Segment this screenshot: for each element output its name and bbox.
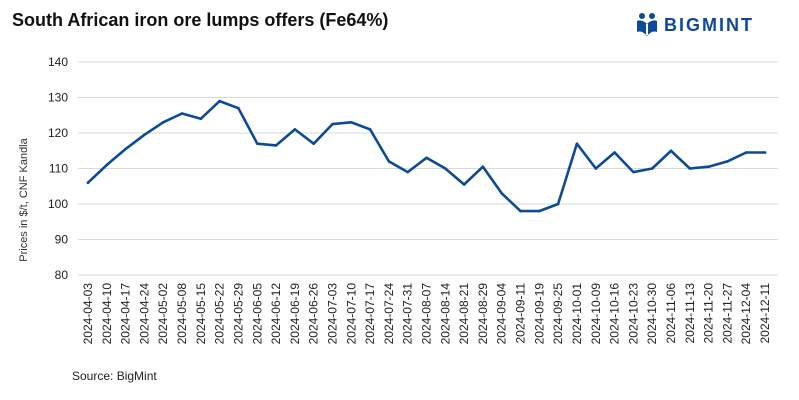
- data-point: [500, 192, 504, 195]
- data-point: [613, 151, 616, 154]
- x-tick-label: 2024-05-08: [175, 283, 189, 345]
- x-tick-label: 2024-07-17: [363, 283, 377, 345]
- x-tick-label: 2024-10-16: [608, 283, 622, 345]
- grid-lines: [78, 61, 778, 276]
- data-point: [199, 117, 203, 121]
- x-tick-label: 2024-07-31: [401, 283, 415, 345]
- data-point: [143, 133, 146, 137]
- data-point: [406, 170, 409, 174]
- x-tick-label: 2024-11-20: [702, 283, 716, 344]
- data-point: [632, 170, 635, 174]
- x-tick-label: 2024-12-04: [739, 283, 753, 345]
- data-point: [575, 142, 579, 145]
- y-tick-label: 80: [55, 268, 69, 282]
- x-tick-label: 2024-05-29: [231, 283, 245, 345]
- brand-logo: BIGMINT: [636, 10, 754, 40]
- x-tick-label: 2024-10-23: [626, 283, 640, 345]
- x-tick-label: 2024-07-10: [344, 283, 358, 345]
- x-tick-label: 2024-07-03: [325, 283, 339, 345]
- x-tick-label: 2024-06-05: [250, 283, 264, 345]
- data-point: [669, 149, 673, 153]
- data-point: [368, 128, 372, 131]
- x-tick-label: 2024-05-02: [156, 283, 170, 345]
- y-axis-label: Prices in $/t, CNF Kandla: [18, 137, 30, 261]
- data-point: [86, 181, 90, 184]
- x-tick-label: 2024-09-19: [532, 283, 546, 345]
- data-point: [444, 167, 447, 170]
- data-point: [726, 160, 729, 163]
- logo-text: BIGMINT: [664, 14, 754, 35]
- x-tick-label: 2024-08-14: [438, 283, 452, 345]
- x-tick-label: 2024-08-29: [476, 283, 490, 345]
- data-point: [105, 163, 109, 167]
- data-point: [161, 121, 165, 124]
- x-tick-label: 2024-08-21: [457, 283, 471, 345]
- y-axis: 80 90 100 110 120 130 140: [48, 55, 68, 282]
- x-tick-label: 2024-04-03: [81, 283, 95, 345]
- x-tick-label: 2024-09-11: [514, 283, 528, 344]
- series-line: [86, 99, 767, 213]
- data-point: [387, 160, 391, 163]
- x-tick-label: 2024-11-13: [683, 283, 697, 344]
- bigmint-logo-icon: [637, 13, 657, 36]
- data-point: [744, 151, 748, 154]
- x-tick-label: 2024-06-12: [269, 283, 283, 345]
- x-axis: 2024-04-03 2024-04-10 2024-04-17 2024-04-24…: [81, 283, 772, 345]
- y-tick-label: 100: [48, 197, 68, 211]
- data-point: [218, 99, 221, 103]
- data-point: [650, 167, 654, 170]
- data-point: [274, 144, 278, 147]
- source-note: Source: BigMint: [72, 369, 157, 383]
- x-tick-label: 2024-04-10: [100, 283, 114, 345]
- data-point: [293, 128, 297, 131]
- x-tick-label: 2024-09-04: [495, 283, 509, 345]
- x-tick-label: 2024-10-30: [645, 283, 659, 345]
- x-tick-label: 2024-05-22: [213, 283, 227, 345]
- x-tick-label: 2024-10-09: [589, 283, 603, 345]
- data-point: [312, 142, 315, 145]
- x-tick-label: 2024-06-26: [307, 283, 321, 345]
- data-point: [763, 151, 767, 154]
- data-point: [331, 122, 334, 126]
- y-tick-label: 140: [48, 55, 68, 69]
- x-tick-label: 2024-09-25: [551, 283, 565, 345]
- data-point: [124, 147, 127, 151]
- x-tick-label: 2024-04-24: [137, 283, 151, 345]
- x-tick-label: 2024-06-19: [288, 283, 302, 345]
- data-point: [255, 142, 259, 145]
- data-point: [594, 167, 598, 170]
- data-point: [481, 165, 485, 169]
- x-tick-label: 2024-07-24: [382, 283, 396, 345]
- chart-title: South African iron ore lumps offers (Fe6…: [12, 10, 389, 30]
- data-point: [538, 209, 541, 213]
- y-tick-label: 110: [49, 162, 68, 176]
- data-point: [237, 106, 240, 110]
- data-point: [349, 121, 353, 124]
- y-tick-label: 120: [48, 126, 68, 140]
- x-tick-label: 2024-08-07: [420, 283, 434, 345]
- x-tick-label: 2024-10-01: [570, 283, 584, 345]
- x-tick-label: 2024-11-27: [720, 283, 734, 344]
- y-tick-label: 90: [55, 233, 69, 247]
- x-tick-label: 2024-12-11: [758, 283, 772, 344]
- data-point: [180, 112, 184, 115]
- x-tick-label: 2024-05-15: [194, 283, 208, 345]
- y-tick-label: 130: [48, 91, 68, 105]
- x-tick-label: 2024-04-17: [119, 283, 133, 345]
- series-layer: [86, 99, 767, 213]
- x-tick-label: 2024-11-06: [664, 283, 678, 344]
- data-point: [462, 183, 466, 186]
- data-point: [556, 202, 560, 206]
- data-point: [425, 156, 428, 160]
- data-point: [688, 167, 692, 170]
- data-point: [519, 209, 522, 213]
- data-point: [707, 165, 710, 169]
